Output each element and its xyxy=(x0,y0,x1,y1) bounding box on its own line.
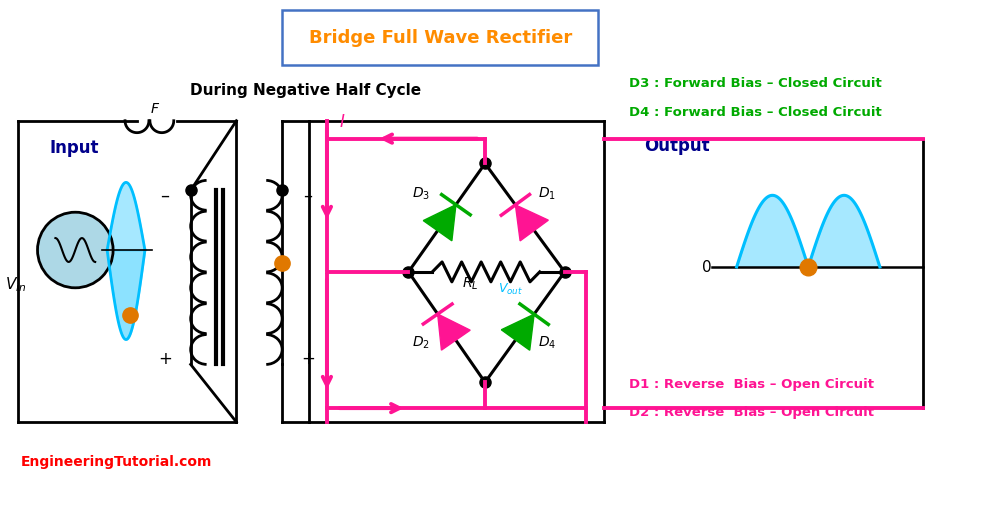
Text: D1 : Reverse  Bias – Open Circuit: D1 : Reverse Bias – Open Circuit xyxy=(629,378,874,391)
Polygon shape xyxy=(423,205,456,241)
Text: $R_L$: $R_L$ xyxy=(462,276,478,292)
Text: $V_{out}$: $V_{out}$ xyxy=(498,282,523,297)
Text: Bridge Full Wave Rectifier: Bridge Full Wave Rectifier xyxy=(309,29,572,46)
Text: Output: Output xyxy=(645,136,709,155)
Text: Input: Input xyxy=(49,138,99,157)
Polygon shape xyxy=(438,314,470,350)
Text: –: – xyxy=(303,186,313,205)
Text: $F$: $F$ xyxy=(150,102,160,116)
Circle shape xyxy=(37,212,113,288)
Text: During Negative Half Cycle: During Negative Half Cycle xyxy=(191,83,421,98)
FancyBboxPatch shape xyxy=(282,10,598,65)
Text: $0$: $0$ xyxy=(702,259,712,275)
Text: $D_2$: $D_2$ xyxy=(412,334,430,351)
Text: +: + xyxy=(157,350,172,369)
Text: +: + xyxy=(301,350,315,369)
Text: D3 : Forward Bias – Closed Circuit: D3 : Forward Bias – Closed Circuit xyxy=(629,77,882,90)
Text: $V_{in}$: $V_{in}$ xyxy=(5,275,27,294)
Text: –: – xyxy=(160,186,169,205)
Polygon shape xyxy=(501,314,534,350)
Text: $D_4$: $D_4$ xyxy=(537,334,556,351)
Text: D2 : Reverse  Bias – Open Circuit: D2 : Reverse Bias – Open Circuit xyxy=(629,406,874,419)
Text: D4 : Forward Bias – Closed Circuit: D4 : Forward Bias – Closed Circuit xyxy=(629,106,882,119)
Text: $D_3$: $D_3$ xyxy=(412,185,430,201)
Text: EngineeringTutorial.com: EngineeringTutorial.com xyxy=(21,455,212,469)
Polygon shape xyxy=(516,205,548,241)
Text: $I$: $I$ xyxy=(338,113,345,131)
Text: $D_1$: $D_1$ xyxy=(537,185,556,201)
